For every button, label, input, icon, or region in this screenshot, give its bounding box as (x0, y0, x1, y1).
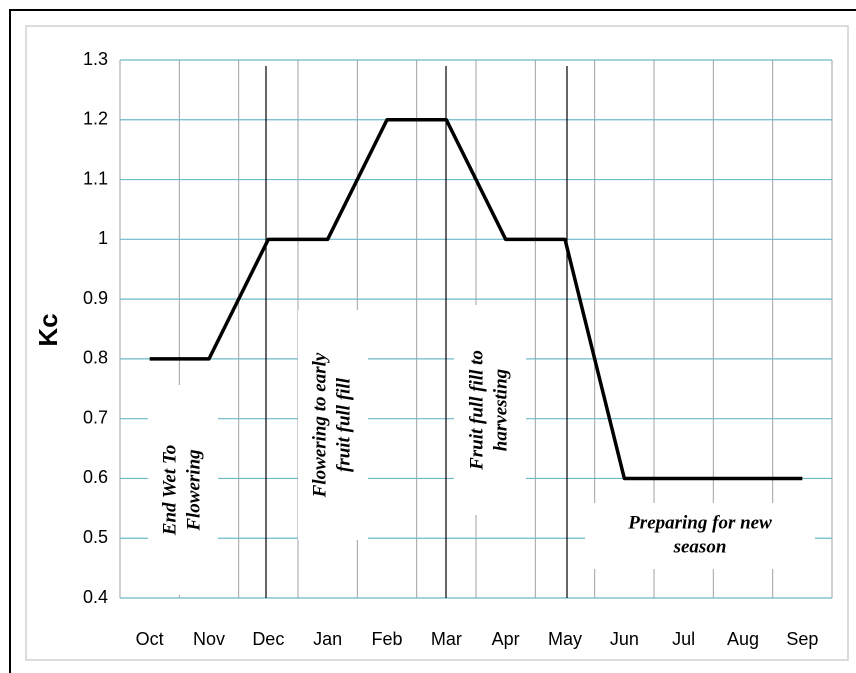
annotation: Fruit full fill to harvesting (454, 305, 526, 515)
x-tick-label: Feb (371, 629, 402, 649)
chart-frame (25, 25, 849, 661)
x-tick-label: Dec (252, 629, 284, 649)
annotation-text: season (673, 536, 727, 557)
annotation-box (585, 503, 815, 569)
annotation-box (148, 385, 218, 595)
x-tick-label: Apr (492, 629, 520, 649)
annotation: End Wet To Flowering (148, 385, 218, 595)
annotation-text: fruit full fill (333, 377, 354, 472)
annotation-box (454, 305, 526, 515)
y-tick-label: 1.3 (83, 49, 108, 69)
y-tick-label: 1.2 (83, 109, 108, 129)
y-tick-label: 1.1 (83, 168, 108, 188)
annotation-text: Flowering to early (309, 352, 330, 498)
x-tick-label: Sep (786, 629, 818, 649)
y-tick-label: 0.7 (83, 407, 108, 427)
x-tick-label: Jun (610, 629, 639, 649)
y-axis-label: Kc (33, 313, 63, 346)
data-line (149, 118, 803, 481)
x-tick-label: Nov (193, 629, 225, 649)
outer-frame (9, 9, 856, 673)
annotation-text: harvesting (490, 369, 511, 451)
y-tick-label: 0.8 (83, 348, 108, 368)
x-tick-label: Mar (431, 629, 462, 649)
y-tick-label: 0.5 (83, 527, 108, 547)
annotation-text: End Wet To (159, 445, 180, 536)
x-tick-label: Jan (313, 629, 342, 649)
annotation-box (298, 310, 368, 540)
y-tick-label: 0.6 (83, 467, 108, 487)
annotation-text: Preparing for new (627, 512, 772, 533)
x-tick-label: May (548, 629, 582, 649)
annotation: Preparing for new season (585, 503, 815, 569)
annotation-text: Fruit full fill to (466, 350, 487, 471)
x-tick-label: Jul (672, 629, 695, 649)
x-tick-label: Oct (136, 629, 164, 649)
y-tick-label: 0.4 (83, 587, 108, 607)
y-tick-label: 0.9 (83, 288, 108, 308)
annotation: Flowering to early fruit full fill (298, 310, 368, 540)
y-tick-label: 1 (98, 228, 108, 248)
annotation-text: Flowering (183, 449, 204, 531)
x-tick-label: Aug (727, 629, 759, 649)
